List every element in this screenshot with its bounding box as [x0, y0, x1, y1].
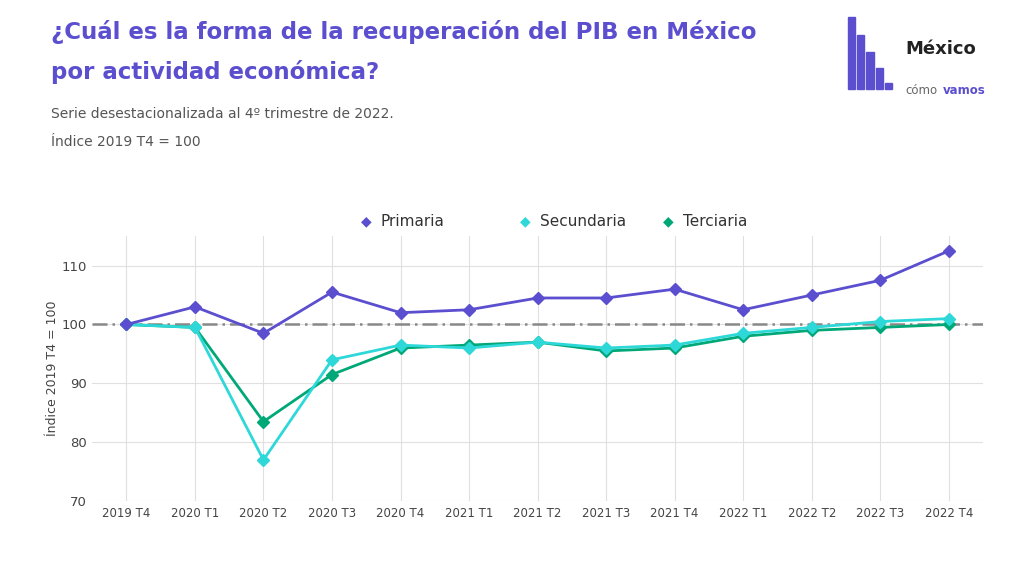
- Text: Primaria: Primaria: [381, 214, 444, 229]
- Text: ◆: ◆: [664, 215, 674, 229]
- Y-axis label: Índice 2019 T4 = 100: Índice 2019 T4 = 100: [46, 301, 59, 437]
- Bar: [857, 35, 864, 89]
- Bar: [848, 17, 855, 89]
- Text: por actividad económica?: por actividad económica?: [51, 60, 380, 85]
- Bar: [866, 52, 873, 89]
- Text: ¿Cuál es la forma de la recuperación del PIB en México: ¿Cuál es la forma de la recuperación del…: [51, 20, 757, 44]
- Text: ELABORADO POR MÉXICO, ¿CÓMO VAMOS? CON DATOS DEL INEGI: ELABORADO POR MÉXICO, ¿CÓMO VAMOS? CON D…: [18, 548, 454, 563]
- Text: Serie desestacionalizada al 4º trimestre de 2022.: Serie desestacionalizada al 4º trimestre…: [51, 107, 394, 120]
- Text: vamos: vamos: [943, 84, 986, 97]
- Text: Secundaria: Secundaria: [540, 214, 626, 229]
- Bar: [876, 68, 883, 89]
- Text: ◆: ◆: [520, 215, 530, 229]
- Text: México: México: [905, 40, 976, 58]
- Text: Índice 2019 T4 = 100: Índice 2019 T4 = 100: [51, 135, 201, 149]
- Text: ◆: ◆: [361, 215, 372, 229]
- Text: Terciaria: Terciaria: [683, 214, 748, 229]
- Bar: [885, 83, 892, 89]
- Text: cómo: cómo: [905, 84, 937, 97]
